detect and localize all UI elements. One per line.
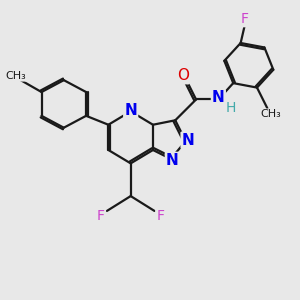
Text: F: F (241, 12, 249, 26)
Text: CH₃: CH₃ (260, 109, 281, 119)
Text: F: F (156, 209, 164, 223)
Text: F: F (97, 209, 105, 223)
Text: H: H (226, 101, 236, 115)
Text: CH₃: CH₃ (6, 71, 27, 81)
Text: N: N (212, 91, 225, 106)
Text: N: N (124, 103, 137, 118)
Text: N: N (166, 153, 179, 168)
Text: N: N (182, 133, 194, 148)
Text: O: O (177, 68, 189, 83)
